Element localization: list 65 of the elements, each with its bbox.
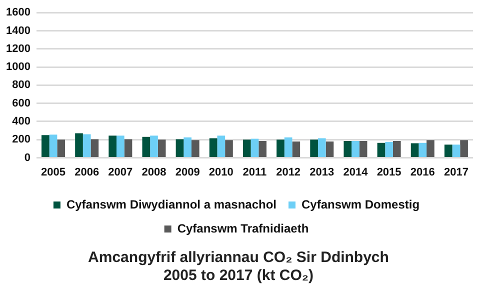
bar bbox=[90, 139, 99, 158]
bar bbox=[326, 141, 334, 158]
bar bbox=[258, 141, 266, 158]
bar bbox=[142, 136, 150, 158]
bar bbox=[352, 141, 360, 158]
bar bbox=[250, 138, 259, 158]
x-tick-label: 2010 bbox=[208, 166, 234, 178]
x-tick-label: 2007 bbox=[108, 166, 133, 178]
bar bbox=[124, 139, 132, 158]
bar bbox=[392, 141, 401, 158]
bar bbox=[460, 140, 468, 158]
x-tick-label: 2006 bbox=[74, 166, 100, 178]
bar bbox=[344, 141, 352, 158]
bar bbox=[116, 136, 124, 158]
x-tick-label: 2012 bbox=[276, 166, 301, 178]
bar bbox=[75, 133, 83, 158]
x-tick-label: 2016 bbox=[410, 166, 435, 178]
y-tick-label: 800 bbox=[12, 79, 30, 92]
bar bbox=[310, 140, 318, 158]
bar bbox=[184, 137, 192, 158]
y-tick-label: 0 bbox=[24, 152, 30, 164]
bar bbox=[217, 136, 226, 158]
y-tick-label: 400 bbox=[12, 116, 30, 128]
text: Amcangyfrif allyriannau CO₂ Sir Ddinbych 2005 to 2017 (kt CO₂) bbox=[87, 249, 390, 285]
legend-label: Cyfanswm Diwydiannol a masnachol bbox=[66, 197, 277, 212]
x-tick-label: 2013 bbox=[310, 166, 334, 178]
y-tick-label: 200 bbox=[12, 134, 30, 146]
bar bbox=[452, 144, 460, 158]
x-tick-label: 2015 bbox=[376, 166, 402, 178]
x-tick-label: 2017 bbox=[444, 166, 468, 178]
bar bbox=[150, 136, 158, 158]
bar bbox=[276, 140, 284, 158]
y-tick-label: 600 bbox=[12, 97, 30, 110]
bar bbox=[242, 140, 251, 158]
bar bbox=[49, 134, 58, 158]
bar bbox=[318, 138, 326, 158]
bar bbox=[418, 142, 427, 158]
bar bbox=[359, 141, 368, 158]
bar bbox=[82, 134, 91, 158]
legend-label: Cyfanswm Trafnidiaeth bbox=[177, 221, 309, 236]
y-tick-label: 1400 bbox=[6, 24, 30, 37]
bar bbox=[209, 138, 218, 158]
bar bbox=[57, 140, 66, 158]
legend-label: Cyfanswm Domestig bbox=[302, 197, 420, 212]
bar bbox=[225, 140, 233, 158]
x-tick-label: 2009 bbox=[175, 166, 200, 178]
bar bbox=[426, 140, 434, 158]
bar bbox=[284, 137, 292, 158]
bar bbox=[410, 143, 419, 158]
y-tick-label: 1200 bbox=[6, 42, 30, 55]
bar bbox=[42, 135, 50, 158]
x-tick-label: 2011 bbox=[242, 166, 267, 178]
x-tick-label: 2014 bbox=[343, 166, 369, 178]
bar bbox=[385, 142, 393, 158]
x-tick-label: 2008 bbox=[142, 166, 166, 178]
x-tick-label: 2005 bbox=[41, 166, 66, 178]
bar bbox=[191, 140, 200, 158]
bar bbox=[292, 141, 300, 158]
bar bbox=[377, 142, 386, 158]
bar bbox=[176, 139, 184, 158]
bar bbox=[108, 136, 116, 158]
y-tick-label: 1600 bbox=[6, 6, 30, 19]
bar bbox=[444, 144, 452, 158]
bar bbox=[158, 140, 166, 158]
y-tick-label: 1000 bbox=[6, 61, 30, 74]
